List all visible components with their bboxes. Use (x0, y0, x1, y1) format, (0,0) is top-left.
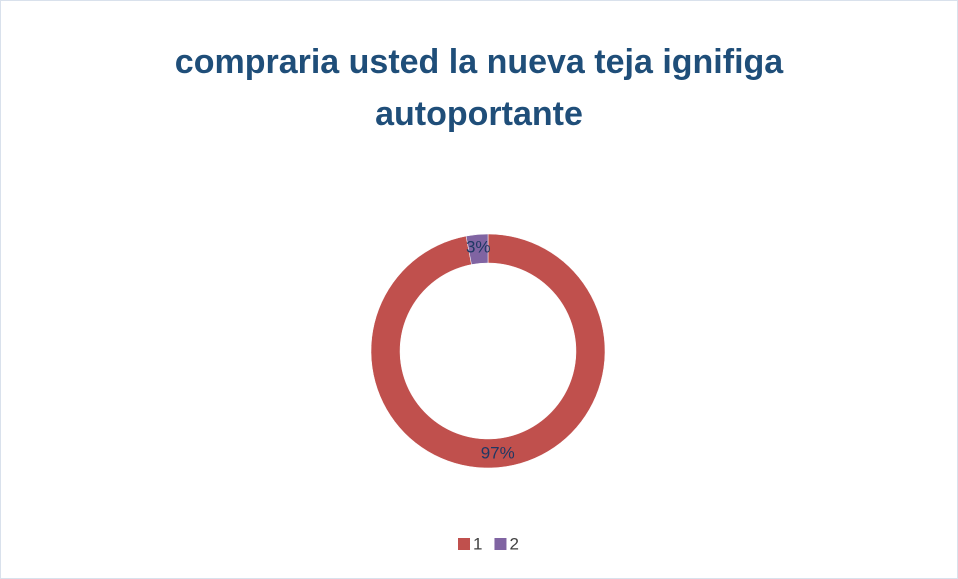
legend-label: 2 (509, 534, 518, 553)
data-label: 3% (466, 237, 491, 256)
data-label: 97% (481, 444, 515, 463)
chart-title: compraria usted la nueva teja ignifiga a… (174, 43, 784, 133)
legend-label: 1 (473, 534, 482, 553)
legend-swatch (458, 538, 470, 550)
legend-swatch (494, 538, 507, 550)
donut-slice (370, 233, 606, 469)
donut-slice (465, 233, 489, 265)
